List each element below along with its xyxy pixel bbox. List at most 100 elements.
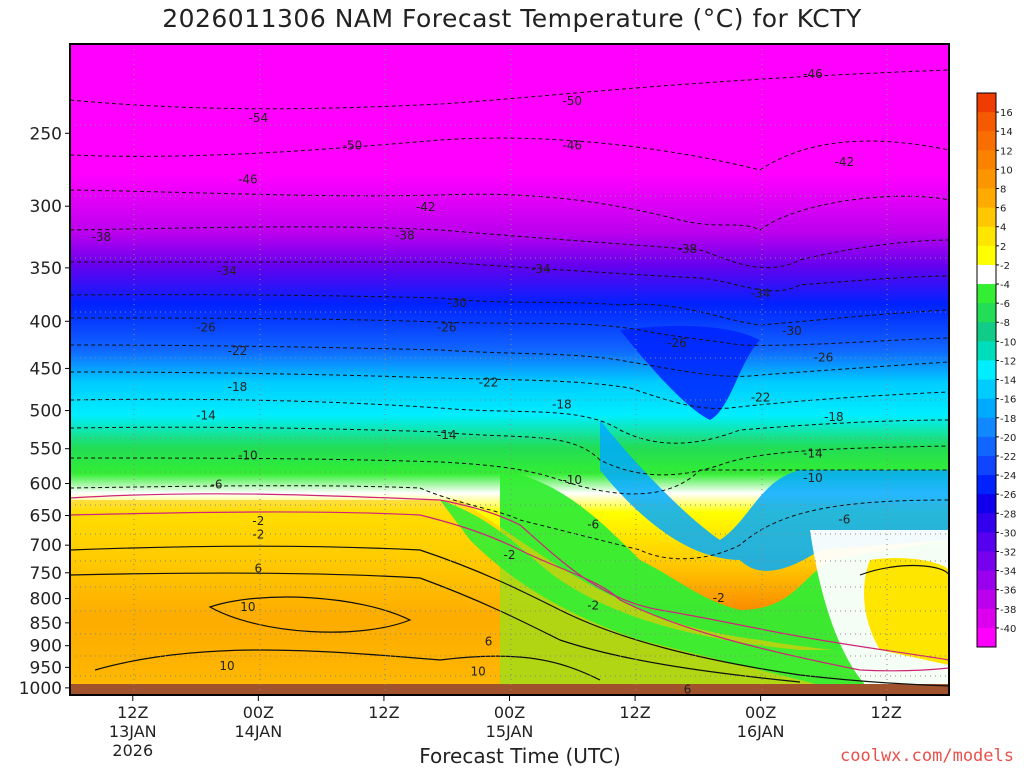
isotherm-label: -6 — [211, 478, 223, 492]
isotherm-labels: -46 -50 -54 -50 -46 -42 -46 -42 -38 -38 -38 -34 -34 -… — [92, 67, 855, 697]
isotherm-label: -2 — [252, 514, 264, 528]
x-tick-label: 13JAN — [109, 722, 157, 741]
colorbar-label: -14 — [1000, 376, 1016, 387]
isotherm-line — [70, 137, 949, 171]
colorbar-swatch — [977, 532, 996, 552]
x-tick-label: 2026 — [112, 741, 153, 760]
isotherm-label: -14 — [196, 409, 216, 423]
colorbar-label: -4 — [1000, 280, 1010, 291]
grid-lines — [70, 44, 949, 695]
colorbar-swatch — [977, 341, 996, 361]
freezing-line-lower — [70, 511, 949, 672]
y-tick-label: 600 — [30, 475, 62, 495]
isotherm-lines — [70, 69, 949, 560]
isotherm-label: -14 — [437, 428, 457, 442]
y-tick-label: 650 — [30, 507, 62, 527]
isotherm-label: -22 — [751, 391, 771, 405]
colorbar-label: -32 — [1000, 547, 1016, 558]
isotherm-line-warm — [94, 649, 601, 681]
isotherm-line-warm — [70, 545, 949, 687]
colorbar-label: -8 — [1000, 318, 1010, 329]
isotherm-label: -10 — [803, 471, 823, 485]
freezing-lines — [70, 493, 949, 687]
isotherm-label: 6 — [684, 683, 692, 697]
colorbar-swatch — [977, 360, 996, 381]
colorbar-label: 6 — [1000, 204, 1006, 215]
colorbar-label: -18 — [1000, 414, 1016, 425]
isotherm-label: -26 — [814, 351, 834, 365]
isotherm-label: -14 — [803, 446, 823, 460]
x-axis-title: Forecast Time (UTC) — [419, 744, 621, 768]
colorbar-swatch — [977, 417, 996, 438]
isotherm-label: -50 — [562, 94, 582, 108]
isotherm-label: -34 — [751, 286, 771, 300]
isotherm-label: 6 — [255, 561, 263, 575]
isotherm-label: -18 — [552, 397, 572, 411]
x-tick-label: 16JAN — [737, 722, 785, 741]
freezing-line-upper — [70, 493, 949, 661]
y-tick-label: 450 — [30, 359, 62, 379]
temperature-field — [70, 44, 949, 695]
isotherm-label: -2 — [252, 528, 264, 542]
colorbar-label: -20 — [1000, 433, 1016, 444]
isotherm-label: -22 — [479, 376, 499, 390]
y-tick-label: 700 — [30, 536, 62, 556]
colorbar-swatch — [977, 264, 996, 285]
colorbar-swatch — [977, 398, 996, 419]
colorbar-swatch — [977, 513, 996, 533]
isotherm-label: -10 — [238, 448, 258, 462]
colorbar-swatch — [977, 112, 996, 132]
isotherm-line — [70, 344, 949, 377]
y-tick-label: 800 — [30, 590, 62, 610]
isotherm-label: -2 — [504, 548, 516, 562]
isotherm-line — [70, 398, 949, 444]
x-tick-label: 12Z — [368, 703, 399, 722]
isotherm-line — [70, 485, 949, 560]
colorbar-label: 12 — [1000, 146, 1013, 157]
isotherm-label: -46 — [562, 138, 582, 152]
isotherm-label: -6 — [587, 517, 599, 531]
colorbar-label: -26 — [1000, 490, 1016, 501]
isotherm-line — [70, 69, 949, 110]
warm-pocket — [864, 558, 949, 665]
colorbar-label: 4 — [1000, 223, 1006, 234]
y-tick-label: 1000 — [19, 679, 62, 699]
isotherm-line — [70, 261, 949, 292]
y-tick-label: 350 — [30, 259, 62, 279]
colorbar-label: 14 — [1000, 127, 1013, 138]
isotherm-label: -26 — [667, 336, 687, 350]
isotherm-label: -38 — [678, 242, 698, 256]
colorbar-label: -36 — [1000, 586, 1016, 597]
colorbar-label: 16 — [1000, 108, 1013, 119]
isotherm-label: 10 — [470, 664, 485, 678]
isotherm-label: -46 — [238, 173, 258, 187]
colorbar-label: 10 — [1000, 165, 1013, 176]
y-tick-label: 500 — [30, 402, 62, 422]
y-tick-label: 300 — [30, 197, 62, 217]
x-tick-label: 12Z — [117, 703, 148, 722]
colorbar-swatch — [977, 93, 996, 113]
y-tick-label: 250 — [30, 124, 62, 144]
colorbar-swatch — [977, 436, 996, 457]
y-tick-label: 900 — [30, 637, 62, 657]
colorbar-label: 8 — [1000, 185, 1006, 196]
colorbar-swatch — [977, 589, 996, 610]
isotherm-line — [70, 371, 949, 409]
isotherm-label: -18 — [824, 410, 844, 424]
colorbar-label: -24 — [1000, 471, 1016, 482]
surface-band — [70, 684, 949, 695]
colorbar-swatch — [977, 245, 996, 266]
y-tick-label: 550 — [30, 440, 62, 460]
colorbar-label: -38 — [1000, 605, 1016, 616]
x-tick-label: 00Z — [243, 703, 274, 722]
isotherm-line — [70, 457, 949, 495]
isotherm-line — [70, 294, 949, 326]
colorbar: 16 14 12 10 8 6 4 2 -2 -4 -6 -8 -10 -12 -14 -16 -18 -20 -2… — [976, 92, 1016, 648]
isotherm-label: -30 — [447, 296, 467, 310]
isotherm-line — [70, 317, 949, 346]
colorbar-label: -10 — [1000, 337, 1016, 348]
colorbar-swatch — [977, 455, 996, 476]
isotherm-line-warm — [859, 565, 949, 576]
colorbar-swatch — [977, 379, 996, 400]
